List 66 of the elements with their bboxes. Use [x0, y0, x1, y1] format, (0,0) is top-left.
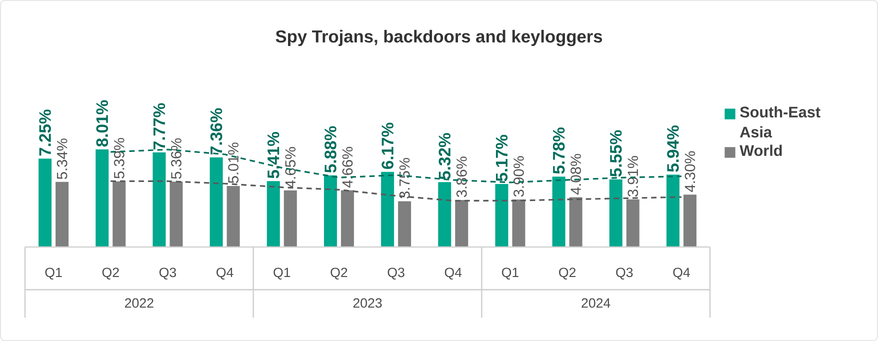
data-label: 8.01%	[96, 100, 108, 147]
bar	[96, 149, 109, 247]
text: 2024	[582, 298, 610, 308]
data-label: 7.36%	[210, 108, 222, 154]
x-tick-label: Q1	[45, 268, 62, 280]
data-label: 4.08%	[570, 154, 581, 195]
x-tick-label: Q4	[444, 268, 462, 280]
data-label: 7.25%	[39, 110, 51, 156]
bar	[438, 182, 452, 247]
bar	[455, 200, 468, 247]
x-tick-label: Q4	[216, 268, 234, 280]
data-label: 5.36%	[171, 138, 182, 179]
x-tick-label: Q1	[502, 268, 518, 280]
data-label: 3.75%	[399, 158, 410, 198]
x-tick-label: Q2	[330, 268, 348, 280]
data-label: 6.17%	[382, 122, 394, 169]
data-label: 5.94%	[667, 126, 679, 172]
bar	[266, 181, 280, 247]
data-label: 4.65%	[285, 147, 296, 188]
bar	[569, 197, 582, 247]
data-label: 3.86%	[456, 156, 467, 198]
bar	[666, 174, 680, 247]
x-tick-label: Q2	[559, 268, 576, 280]
bar	[398, 201, 412, 247]
data-label: 5.78%	[552, 127, 565, 174]
legend-label: South-East Asia	[740, 106, 820, 138]
data-label: 5.32%	[438, 133, 451, 180]
data-label: 4.30%	[684, 151, 696, 192]
bar	[152, 152, 166, 247]
data-label: 4.66%	[342, 146, 353, 188]
x-tick-label: Q3	[616, 268, 633, 280]
bar	[626, 199, 640, 247]
chart-title: Spy Trojans, backdoors and keyloggers	[276, 30, 602, 46]
bar	[512, 199, 526, 247]
data-label: 5.39%	[114, 138, 124, 178]
bar	[340, 190, 354, 247]
bar	[609, 179, 622, 247]
data-label: 3.91%	[628, 156, 638, 197]
x-tick-label: Q3	[388, 268, 404, 280]
bar	[210, 157, 223, 247]
x-tick-label: Q2	[102, 268, 119, 280]
text: 2023	[353, 298, 382, 308]
legend-label: World	[740, 144, 782, 156]
x-tick-label: Q3	[159, 268, 176, 280]
bar	[170, 182, 183, 247]
bar	[552, 176, 566, 247]
bar	[112, 181, 126, 247]
data-label: 5.55%	[610, 130, 622, 177]
bar	[226, 186, 240, 247]
data-label: 7.77%	[153, 103, 166, 150]
bar	[284, 190, 297, 247]
bar	[683, 194, 696, 247]
bar	[381, 172, 394, 247]
x-tick-label: Q4	[673, 268, 690, 280]
data-label: 5.88%	[324, 126, 336, 173]
bar	[324, 175, 337, 247]
bar	[38, 158, 52, 247]
data-label: 5.41%	[267, 132, 280, 178]
data-label: 5.17%	[496, 134, 508, 182]
text: 2022	[125, 298, 154, 308]
x-tick-label: Q1	[274, 268, 290, 280]
data-label: 3.90%	[514, 156, 524, 197]
data-label: 5.34%	[56, 138, 68, 180]
bar	[495, 184, 508, 247]
data-label: 5.01%	[228, 142, 238, 184]
bar	[56, 182, 69, 247]
